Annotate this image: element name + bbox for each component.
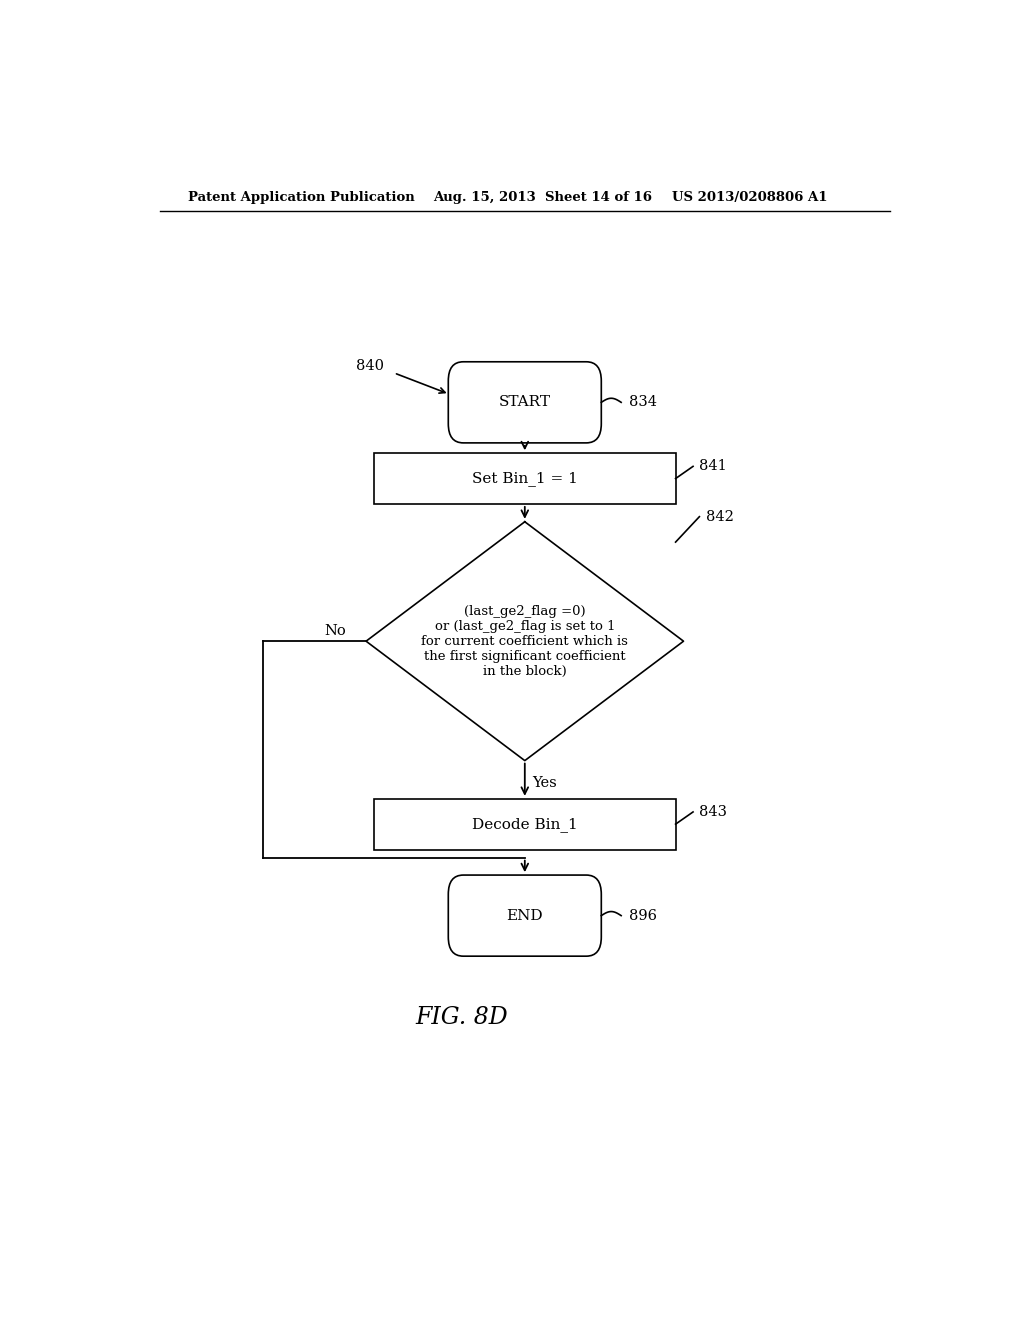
Text: 896: 896 [629,908,657,923]
Polygon shape [367,521,684,760]
Text: END: END [507,908,543,923]
Text: 834: 834 [629,395,657,409]
FancyBboxPatch shape [449,362,601,444]
Text: 842: 842 [706,510,733,524]
Text: 840: 840 [356,359,384,372]
Text: (last_ge2_flag =0)
or (last_ge2_flag is set to 1
for current coefficient which i: (last_ge2_flag =0) or (last_ge2_flag is … [421,605,629,677]
Text: START: START [499,395,551,409]
Text: Decode Bin_1: Decode Bin_1 [472,817,578,832]
Bar [374,799,676,850]
Text: No: No [325,624,346,638]
Text: 841: 841 [699,459,727,474]
Text: Set Bin_1 = 1: Set Bin_1 = 1 [472,471,578,486]
FancyBboxPatch shape [449,875,601,956]
Text: 843: 843 [699,805,727,818]
Text: FIG. 8D: FIG. 8D [415,1006,508,1028]
Bar [374,453,676,504]
Text: Aug. 15, 2013  Sheet 14 of 16: Aug. 15, 2013 Sheet 14 of 16 [433,190,652,203]
Text: Yes: Yes [532,776,557,789]
Text: Patent Application Publication: Patent Application Publication [187,190,415,203]
Text: US 2013/0208806 A1: US 2013/0208806 A1 [672,190,827,203]
